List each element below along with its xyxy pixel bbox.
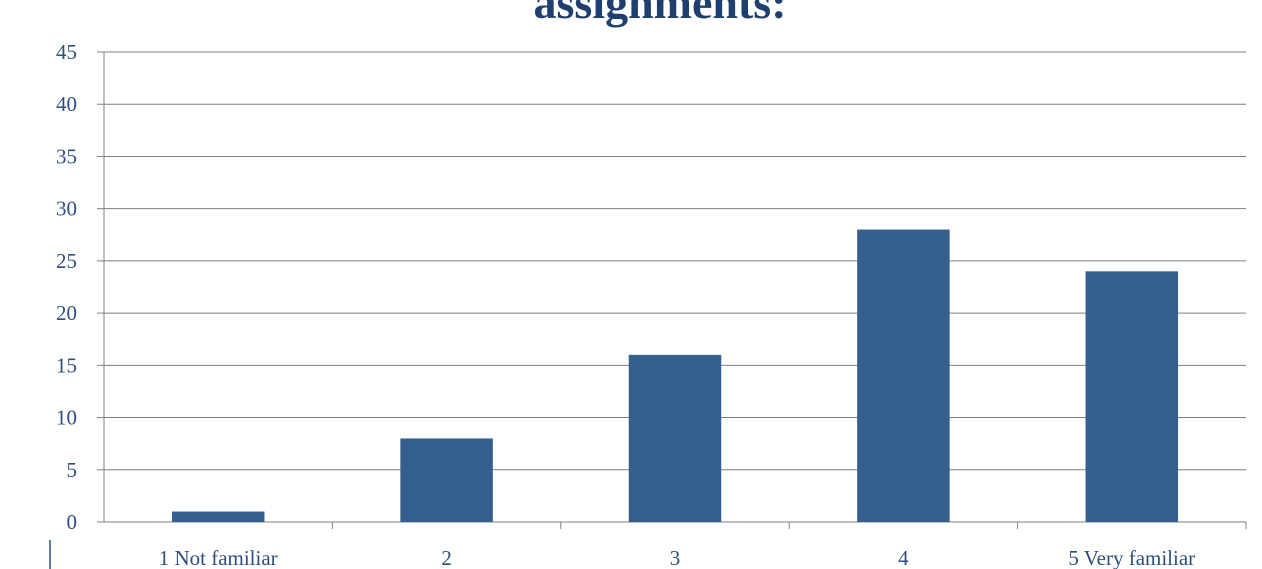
x-tick-label: 3 — [670, 546, 681, 569]
bar — [628, 354, 722, 522]
y-tick-label: 0 — [67, 510, 78, 534]
y-tick-label: 10 — [56, 406, 77, 430]
y-tick-label: 30 — [56, 197, 77, 221]
y-tick-label: 15 — [56, 353, 77, 377]
y-tick-label: 40 — [56, 92, 77, 116]
x-tick-label: 5 Very familiar — [1068, 546, 1195, 569]
y-tick-label: 35 — [56, 144, 77, 168]
bar — [857, 229, 950, 523]
x-tick-label: 2 — [441, 546, 452, 569]
x-tick-label: 4 — [898, 546, 909, 569]
y-tick-label: 5 — [67, 458, 78, 482]
y-tick-label: 25 — [56, 249, 77, 273]
x-axis-ticks: 1 Not familiar 2 3 4 5 Very familiar — [159, 522, 1247, 569]
bar — [171, 511, 265, 522]
gridlines — [103, 51, 1246, 523]
y-axis-ticks: 0 5 10 15 20 25 30 35 40 45 — [56, 40, 104, 534]
y-tick-label: 45 — [56, 40, 77, 64]
bars — [171, 229, 1179, 523]
bar — [400, 438, 493, 522]
chart-title: assignments: — [533, 0, 786, 28]
x-tick-label: 1 Not familiar — [159, 546, 278, 569]
y-tick-label: 20 — [56, 301, 77, 325]
bar — [1085, 271, 1179, 522]
